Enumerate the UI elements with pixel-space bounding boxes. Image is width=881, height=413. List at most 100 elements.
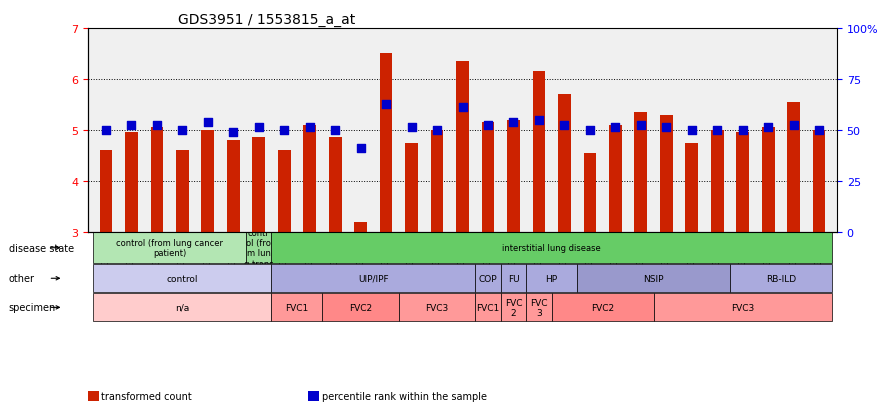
Point [353,145,367,152]
Bar [125,133,137,232]
Bar [482,123,494,232]
Text: HP: HP [545,274,558,283]
FancyBboxPatch shape [246,233,271,263]
Bar [151,128,163,232]
Bar [609,126,622,232]
Text: RB-ILD: RB-ILD [766,274,796,283]
FancyBboxPatch shape [93,233,246,263]
Bar [354,222,367,232]
Point [633,122,648,129]
Bar [227,141,240,232]
Text: FVC
3: FVC 3 [530,298,548,317]
Point [532,117,546,123]
Point [736,127,750,134]
Point [303,125,317,131]
Point [150,122,164,129]
FancyBboxPatch shape [271,294,322,322]
Text: FVC1: FVC1 [285,303,308,312]
FancyBboxPatch shape [654,294,832,322]
Bar [660,115,673,232]
Point [99,127,113,134]
Text: NSIP: NSIP [643,274,663,283]
FancyBboxPatch shape [399,294,475,322]
Text: percentile rank within the sample: percentile rank within the sample [322,392,486,401]
Text: FVC
2: FVC 2 [505,298,522,317]
Bar [303,126,316,232]
Bar [813,131,825,232]
Text: FVC3: FVC3 [731,303,754,312]
FancyBboxPatch shape [577,265,730,292]
FancyBboxPatch shape [93,265,271,292]
Bar [762,128,774,232]
Bar [558,95,571,232]
Text: interstitial lung disease: interstitial lung disease [502,244,601,253]
FancyBboxPatch shape [526,265,577,292]
FancyBboxPatch shape [526,294,552,322]
Point [226,130,241,136]
Point [278,127,292,134]
Text: disease state: disease state [9,243,74,253]
Bar [737,133,749,232]
Text: GDS3951 / 1553815_a_at: GDS3951 / 1553815_a_at [178,12,355,26]
FancyBboxPatch shape [500,294,526,322]
Bar [202,131,214,232]
Text: FU: FU [507,274,519,283]
Text: COP: COP [478,274,497,283]
Point [124,122,138,129]
Point [685,127,699,134]
Text: contr
ol (fro
m lun
g trans: contr ol (fro m lun g trans [244,228,274,268]
FancyBboxPatch shape [322,294,399,322]
Point [558,122,572,129]
Text: FVC2: FVC2 [591,303,614,312]
Bar [456,62,469,232]
FancyBboxPatch shape [475,294,500,322]
Text: specimen: specimen [9,303,56,313]
Point [710,127,724,134]
Point [201,120,215,126]
Text: control: control [167,274,198,283]
Point [787,122,801,129]
FancyBboxPatch shape [271,233,832,263]
Bar [100,151,112,232]
Text: control (from lung cancer
patient): control (from lung cancer patient) [116,238,223,258]
Point [481,122,495,129]
FancyBboxPatch shape [730,265,832,292]
Bar [278,151,291,232]
Bar [507,120,520,232]
Point [175,127,189,134]
Text: FVC1: FVC1 [477,303,500,312]
Text: n/a: n/a [175,303,189,312]
Text: other: other [9,273,35,284]
Text: UIP/IPF: UIP/IPF [358,274,389,283]
Point [379,102,393,109]
Point [404,125,418,131]
Point [430,127,444,134]
Text: transformed count: transformed count [101,392,192,401]
Point [761,125,775,131]
Point [328,127,342,134]
Bar [788,102,800,232]
Bar [176,151,189,232]
Bar [711,131,723,232]
FancyBboxPatch shape [500,265,526,292]
Bar [380,55,392,232]
Bar [533,72,545,232]
Bar [405,143,418,232]
Point [252,125,266,131]
Text: FVC2: FVC2 [349,303,372,312]
Text: FVC3: FVC3 [426,303,448,312]
Bar [252,138,265,232]
FancyBboxPatch shape [93,294,271,322]
FancyBboxPatch shape [475,265,500,292]
Point [659,125,673,131]
Bar [329,138,342,232]
Bar [685,143,698,232]
Point [812,127,826,134]
Bar [634,113,648,232]
FancyBboxPatch shape [271,265,475,292]
Bar [583,153,596,232]
Bar [431,131,443,232]
Point [455,104,470,111]
FancyBboxPatch shape [552,294,654,322]
Point [608,125,622,131]
